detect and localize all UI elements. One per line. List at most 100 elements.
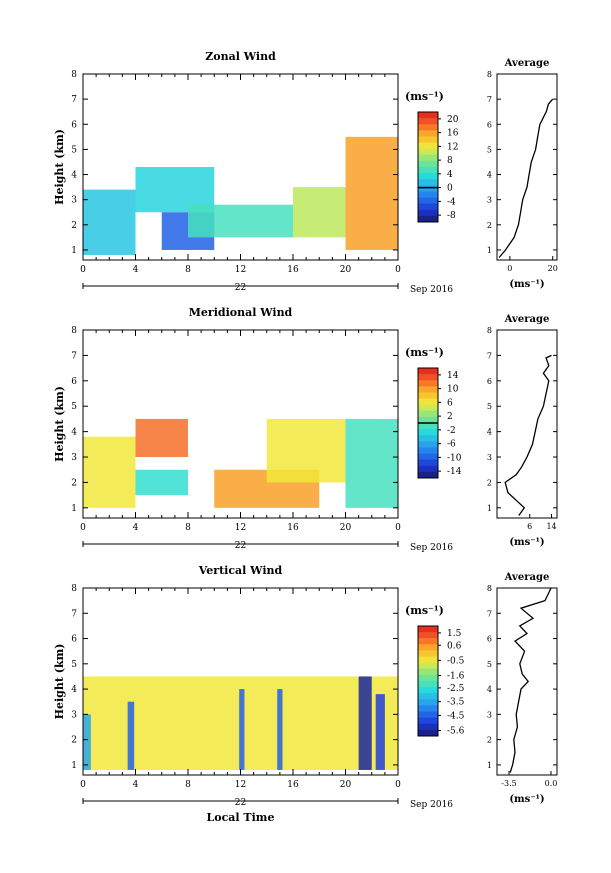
colorbar-segment <box>418 374 438 381</box>
average-y-tick-label: 6 <box>487 377 492 386</box>
y-tick-label: 3 <box>71 710 77 720</box>
colorbar-segment <box>418 167 438 174</box>
x-tick-label: 12 <box>235 265 246 275</box>
heatmap-cell <box>345 418 398 508</box>
date-day: 22 <box>235 798 246 808</box>
colorbar-tick-label: -3.5 <box>447 698 465 708</box>
y-tick-label: 5 <box>71 402 77 412</box>
colorbar-segment <box>418 154 438 162</box>
colorbar-segment <box>418 203 438 211</box>
colorbar-segment <box>418 185 438 192</box>
date-month-year: Sep 2016 <box>410 800 453 810</box>
x-tick-label: 0 <box>395 265 401 275</box>
colorbar-segment <box>418 423 438 430</box>
colorbar-tick-label: -0.5 <box>447 656 465 666</box>
heatmap-field <box>83 418 398 508</box>
colorbar-segment <box>418 404 438 412</box>
average-x-tick-label: 6 <box>527 522 532 531</box>
y-tick-label: 1 <box>71 504 77 514</box>
x-tick-label: 20 <box>340 780 352 790</box>
colorbar-segment <box>418 112 438 119</box>
y-tick-label: 1 <box>71 761 77 771</box>
colorbar-segment <box>418 717 438 725</box>
y-tick-label: 4 <box>71 171 77 181</box>
average-y-tick-label: 8 <box>487 584 492 593</box>
colorbar-tick-label: 6 <box>447 398 453 408</box>
y-tick-label: 4 <box>71 685 77 695</box>
y-tick-label: 7 <box>71 95 77 105</box>
panel-title: Vertical Wind <box>198 564 283 577</box>
colorbar-segment <box>418 644 438 651</box>
date-month-year: Sep 2016 <box>410 285 453 295</box>
average-axes-frame <box>496 329 558 519</box>
colorbar-segment <box>418 215 438 223</box>
average-y-tick-label: 6 <box>487 635 492 644</box>
colorbar-segment <box>418 197 438 205</box>
colorbar-segment <box>418 632 438 639</box>
average-y-tick-label: 4 <box>487 685 492 694</box>
colorbar-tick-label: 12 <box>447 142 458 152</box>
x-tick-label: 12 <box>235 523 246 533</box>
average-profile-line <box>504 354 552 516</box>
heatmap-cell <box>127 701 135 770</box>
heatmap-cell <box>293 187 346 238</box>
average-x-tick-label: -3.5 <box>501 779 516 788</box>
colorbar-segment <box>418 368 438 375</box>
average-y-tick-label: 7 <box>487 609 492 618</box>
colorbar-tick-label: 1.5 <box>447 629 462 639</box>
average-y-tick-label: 3 <box>487 453 492 462</box>
colorbar-segment <box>418 453 438 461</box>
average-title: Average <box>504 572 550 583</box>
y-tick-label: 7 <box>71 351 77 361</box>
heatmap-cell <box>345 136 398 250</box>
colorbar-segment <box>418 398 438 406</box>
average-x-tick-label: 20 <box>548 264 558 273</box>
colorbar-segment <box>418 416 438 424</box>
colorbar-tick-label: 2 <box>447 412 453 422</box>
y-tick-label: 8 <box>71 584 77 594</box>
colorbar-segment <box>418 136 438 144</box>
colorbar-segment <box>418 410 438 418</box>
colorbar-segment <box>418 681 438 688</box>
colorbar-unit: (ms⁻¹) <box>405 604 444 617</box>
colorbar-unit: (ms⁻¹) <box>405 90 444 103</box>
y-axis-label: Height (km) <box>53 129 66 205</box>
date-month-year: Sep 2016 <box>410 543 453 553</box>
colorbar-segment <box>418 459 438 467</box>
panel-title: Meridional Wind <box>189 306 293 319</box>
colorbar-segment <box>418 699 438 706</box>
x-tick-label: 16 <box>287 780 299 790</box>
colorbar-segment <box>418 711 438 719</box>
y-tick-label: 5 <box>71 145 77 155</box>
heatmap-field <box>83 676 398 770</box>
average-y-tick-label: 5 <box>487 145 492 154</box>
x-tick-label: 16 <box>287 265 299 275</box>
y-tick-label: 6 <box>71 635 77 645</box>
average-profile-line <box>509 587 552 773</box>
colorbar-segment <box>418 729 438 737</box>
date-day: 22 <box>235 541 246 551</box>
x-tick-label: 12 <box>235 780 246 790</box>
x-tick-label: 8 <box>185 265 191 275</box>
colorbar-tick-label: 14 <box>447 371 459 381</box>
average-x-axis-label: (ms⁻¹) <box>509 279 544 290</box>
colorbar-segment <box>418 380 438 387</box>
average-y-tick-label: 6 <box>487 120 492 129</box>
colorbar-segment <box>418 471 438 479</box>
heatmap-cell <box>266 418 346 483</box>
heatmap-cell <box>375 694 385 770</box>
average-y-tick-label: 2 <box>487 736 492 745</box>
x-tick-label: 0 <box>80 265 86 275</box>
colorbar-frame <box>417 111 439 223</box>
average-y-tick-label: 4 <box>487 171 492 180</box>
colorbar-tick-label: -14 <box>447 467 462 477</box>
colorbar-tick-label: -8 <box>447 211 456 221</box>
y-tick-label: 5 <box>71 660 77 670</box>
colorbar-tick-label: 20 <box>447 115 459 125</box>
x-tick-label: 0 <box>395 780 401 790</box>
colorbar-segment <box>418 465 438 473</box>
colorbar-tick-label: 4 <box>447 170 453 180</box>
colorbar-segment <box>418 118 438 125</box>
